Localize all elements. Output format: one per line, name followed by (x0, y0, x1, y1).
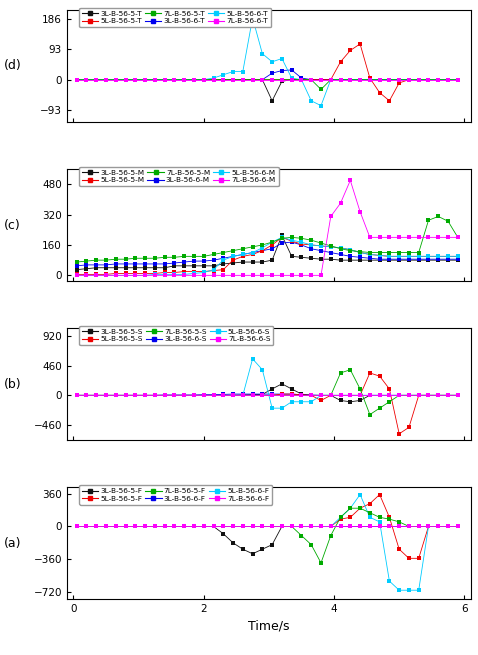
Text: (d): (d) (3, 60, 21, 72)
Legend: 3L-B-56-5-S, 5L-B-56-5-S, 7L-B-56-5-S, 3L-B-56-6-S, 5L-B-56-6-S, 7L-B-56-6-S: 3L-B-56-5-S, 5L-B-56-5-S, 7L-B-56-5-S, 3… (79, 326, 273, 345)
Text: (b): (b) (3, 378, 21, 390)
Legend: 3L-B-56-5-T, 5L-B-56-5-T, 7L-B-56-5-T, 3L-B-56-6-T, 5L-B-56-6-T, 7L-B-56-6-T: 3L-B-56-5-T, 5L-B-56-5-T, 7L-B-56-5-T, 3… (79, 8, 271, 27)
Legend: 3L-B-56-5-M, 5L-B-56-5-M, 7L-B-56-5-M, 3L-B-56-6-M, 5L-B-56-6-M, 7L-B-56-6-M: 3L-B-56-5-M, 5L-B-56-5-M, 7L-B-56-5-M, 3… (79, 167, 279, 186)
X-axis label: Time/s: Time/s (248, 620, 290, 633)
Text: (a): (a) (4, 537, 21, 550)
Legend: 3L-B-56-5-F, 5L-B-56-5-F, 7L-B-56-5-F, 3L-B-56-6-F, 5L-B-56-6-F, 7L-B-56-6-F: 3L-B-56-5-F, 5L-B-56-5-F, 7L-B-56-5-F, 3… (79, 485, 272, 504)
Text: (c): (c) (4, 219, 21, 231)
